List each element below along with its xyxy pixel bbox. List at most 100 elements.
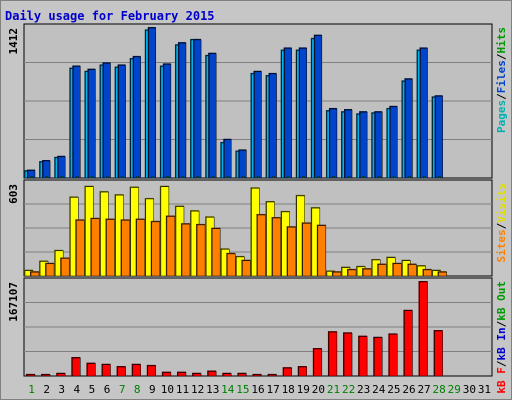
legend-item: / [495,222,508,229]
bar-kb-f [389,334,398,377]
bar-sites [393,263,402,277]
bar-kb-f [434,330,443,377]
legend-pages-files-hits: Pages/Files/Hits [495,27,508,133]
bar-pages [317,176,321,179]
bar-pages [423,176,426,179]
x-tick-label: 16 [251,383,264,396]
bar-pages [30,176,34,179]
bar-pages [106,176,109,179]
bar-kb-f [41,374,51,377]
bar-sites [30,271,40,277]
legend-item: Hits [495,27,508,54]
bar-files [148,27,157,179]
legend-item: kB In [495,327,508,360]
legend-visits-sites: Sites/Visits [495,183,508,263]
x-tick-label: 6 [104,383,111,396]
bar-kb-f [268,374,277,377]
bar-kb-f [283,367,292,377]
bar-sites [60,258,70,277]
legend-item: Files [495,60,508,93]
bar-kb-f [117,366,126,377]
bar-sites [302,223,311,277]
x-tick-label: 26 [402,383,415,396]
legend-item: / [495,53,508,60]
bar-files [284,48,292,179]
bar-kb-f [328,331,338,377]
bar-kb-f [419,281,428,377]
x-tick-label: 1 [28,383,35,396]
bar-files [254,71,262,179]
bar-files [118,65,126,179]
bar-kb-f [343,332,353,377]
bar-sites [45,263,55,277]
bar-pages [211,176,215,179]
chart-title: Daily usage for February 2015 [5,9,215,23]
bar-pages [242,176,245,179]
x-tick-label: 31 [478,383,491,396]
bar-sites [272,217,281,277]
bar-pages [196,176,200,179]
bar-files [133,56,141,179]
bar-pages [136,176,139,179]
bar-pages [181,176,185,179]
legend-item: kB Out [495,281,508,321]
bar-files [299,48,307,179]
x-tick-label: 2 [43,383,50,396]
bar-pages [362,176,366,179]
bar-files [178,42,187,179]
legend-item: / [495,93,508,100]
bar-files [239,150,247,179]
bar-kb-f [223,373,232,377]
bar-sites [438,271,447,277]
bar-sites [257,214,266,277]
bar-files [208,53,217,179]
bar-pages [302,176,305,179]
bar-sites [106,219,115,277]
bar-files [57,156,66,179]
bar-files [359,111,368,179]
bar-files [73,66,81,179]
bar-sites [317,225,327,277]
bar-kb-f [358,336,368,377]
x-tick-label: 5 [89,383,96,396]
bar-pages [332,176,336,179]
bar-files [314,35,323,179]
x-tick-label: 9 [149,383,156,396]
x-tick-label: 14 [221,383,235,396]
bar-kb-f [102,364,111,377]
bar-files [329,108,338,179]
bar-kb-f [192,373,202,377]
bar-pages [347,176,351,179]
legend-item: Visits [495,183,508,223]
x-tick-label: 4 [74,383,81,396]
bar-kb-f [87,363,96,377]
legend-item: Pages [495,100,508,133]
y-max-label: 167107 [7,282,20,322]
bar-sites [287,226,296,277]
bar-sites [196,224,206,277]
bar-pages [60,176,64,179]
y-max-label: 1412 [7,28,20,55]
legend-item: kB F [495,367,508,394]
bar-sites [76,220,85,277]
bar-pages [227,176,230,179]
bar-files [269,73,277,179]
bar-sites [91,218,100,277]
bar-kb-f [26,374,36,377]
y-max-label: 603 [7,184,20,204]
bar-sites [151,221,161,277]
bar-files [344,109,353,179]
bar-sites [166,216,176,277]
x-tick-label: 12 [191,383,204,396]
bar-kb-f [132,364,141,377]
bar-kb-f [147,365,157,377]
bar-files [435,95,443,179]
x-tick-label: 10 [161,383,174,396]
x-tick-label: 17 [266,383,279,396]
bar-files [193,39,202,179]
bar-kb-f [177,372,187,377]
bar-pages [287,176,290,179]
x-tick-label: 23 [357,383,370,396]
bar-kb-f [373,337,383,377]
bar-sites [136,219,145,277]
